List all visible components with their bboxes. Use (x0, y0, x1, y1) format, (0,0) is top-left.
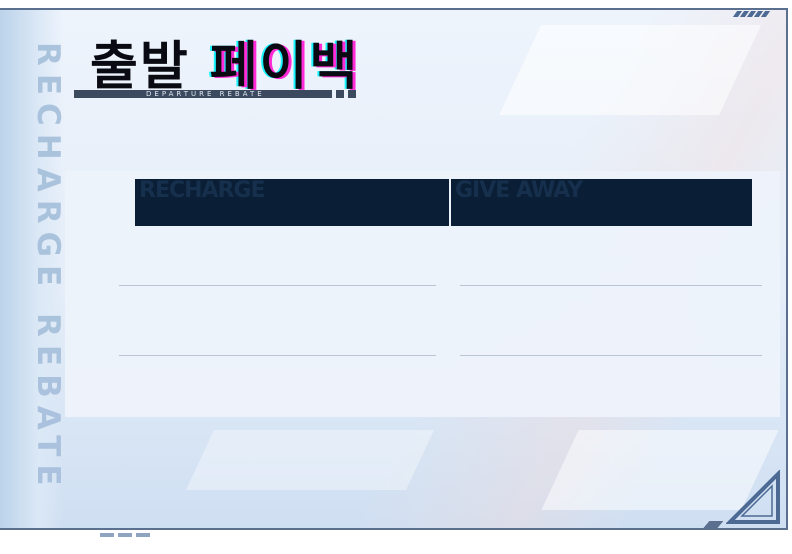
title-underline-bar (74, 90, 332, 98)
column-header-recharge: RECHARGE (135, 179, 449, 226)
column-header-give-away: GIVE AWAY (451, 179, 752, 226)
decorative-square (336, 90, 344, 98)
title-part-1: 출발 (90, 37, 190, 97)
decorative-square (348, 90, 356, 98)
background-shape (499, 25, 761, 115)
decorative-stripes (732, 4, 771, 22)
table-row-divider (460, 355, 762, 356)
side-vertical-label: RECHARGE REBATE (30, 42, 66, 494)
table-row-divider (460, 285, 762, 286)
page-title: 출발 페이백 (90, 24, 359, 99)
background-shape (186, 430, 434, 490)
corner-triangle-icon (726, 470, 780, 524)
decorative-dashes (100, 524, 154, 542)
title-part-2: 페이백 (209, 37, 360, 97)
table-row-divider (119, 355, 436, 356)
table-row-divider (119, 285, 436, 286)
page-subtitle: DEPARTURE REBATE (146, 90, 265, 98)
